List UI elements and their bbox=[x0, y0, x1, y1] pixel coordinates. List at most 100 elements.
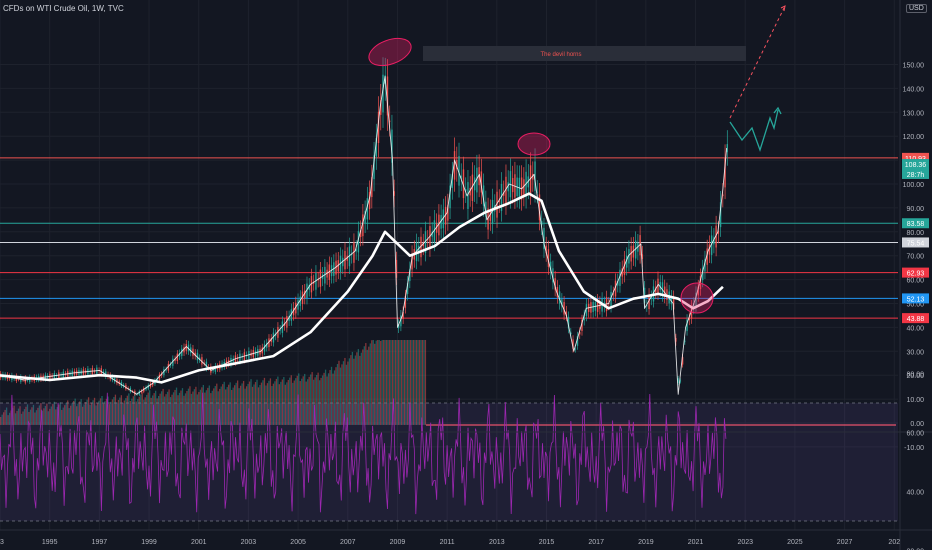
volume-bar bbox=[26, 404, 29, 425]
highlight-ellipse bbox=[368, 37, 412, 67]
candle-body bbox=[272, 332, 275, 343]
candle-body bbox=[156, 378, 158, 381]
volume-bar bbox=[195, 386, 197, 425]
candle-body bbox=[623, 259, 626, 275]
volume-bar bbox=[55, 409, 57, 425]
candle-body bbox=[395, 259, 398, 278]
volume-bar bbox=[266, 383, 269, 425]
volume-bar bbox=[211, 390, 213, 425]
volume-bar bbox=[92, 400, 94, 425]
price-label: 43.88 bbox=[907, 316, 925, 323]
candle-body bbox=[556, 286, 559, 298]
volume-bar bbox=[126, 395, 128, 425]
candle-body bbox=[661, 282, 664, 296]
candle-body bbox=[279, 329, 281, 331]
candle-body bbox=[404, 296, 407, 308]
candle-body bbox=[424, 231, 427, 253]
volume-bar bbox=[43, 408, 45, 425]
y-tick-label: 20.00 bbox=[906, 373, 924, 380]
candle-body bbox=[648, 294, 650, 310]
volume-bar bbox=[0, 417, 2, 425]
volume-bar bbox=[275, 378, 278, 425]
volume-bar bbox=[53, 401, 55, 425]
volume-bar bbox=[122, 402, 124, 425]
candle-body bbox=[449, 185, 451, 209]
candle-body bbox=[268, 338, 270, 348]
volume-bar bbox=[335, 367, 337, 425]
price-label-badge bbox=[902, 267, 929, 278]
volume-bar bbox=[73, 400, 75, 425]
volume-bar bbox=[375, 340, 377, 425]
candle-body bbox=[165, 369, 167, 371]
candle-body bbox=[706, 248, 708, 265]
volume-bar bbox=[16, 410, 18, 425]
price-label: 83.58 bbox=[907, 221, 925, 228]
projection-arrowhead bbox=[773, 106, 782, 115]
volume-bar bbox=[295, 378, 297, 425]
volume-bar bbox=[86, 399, 88, 425]
volume-bar bbox=[292, 382, 294, 425]
x-tick-label: 2027 bbox=[837, 539, 853, 546]
volume-bar bbox=[226, 387, 228, 425]
candle-body bbox=[719, 202, 722, 228]
candle-body bbox=[666, 289, 668, 300]
candle-body bbox=[411, 253, 413, 270]
annotation-box bbox=[423, 46, 746, 61]
volume-bar bbox=[368, 346, 370, 425]
y-tick-label: -10.00 bbox=[904, 445, 924, 452]
volume-bar bbox=[344, 357, 346, 425]
volume-bar bbox=[345, 364, 348, 425]
candle-body bbox=[543, 227, 545, 250]
volume-bar bbox=[17, 408, 20, 425]
volume-bar bbox=[28, 412, 30, 425]
candle-body bbox=[704, 259, 706, 272]
x-tick-label: 2019 bbox=[638, 539, 654, 546]
volume-bar bbox=[342, 361, 345, 425]
volume-bar bbox=[65, 402, 67, 425]
volume-bar bbox=[351, 351, 354, 425]
volume-bar bbox=[228, 384, 230, 425]
volume-bar bbox=[347, 361, 349, 425]
volume-bar bbox=[391, 340, 394, 425]
rsi-band bbox=[0, 403, 898, 521]
candle-body bbox=[632, 245, 635, 258]
series-line bbox=[0, 75, 728, 395]
candle-body bbox=[433, 220, 436, 243]
volume-bar bbox=[241, 383, 243, 425]
price-label: 28:7h bbox=[907, 172, 925, 179]
volume-bar bbox=[187, 388, 190, 425]
candle-body bbox=[297, 299, 299, 310]
candle-body bbox=[637, 242, 639, 252]
y-tick-label: 0.00 bbox=[910, 421, 924, 428]
volume-bar bbox=[163, 396, 166, 425]
volume-bar bbox=[32, 404, 35, 425]
candle-body bbox=[194, 352, 196, 357]
currency-badge[interactable]: USD bbox=[906, 4, 927, 13]
y-tick-label: 80.00 bbox=[906, 230, 924, 237]
candle-body bbox=[523, 179, 525, 195]
candle-body bbox=[308, 284, 310, 290]
candle-body bbox=[406, 283, 409, 295]
volume-bar bbox=[341, 364, 343, 425]
candle-body bbox=[281, 321, 284, 333]
candle-body bbox=[657, 278, 659, 294]
volume-bar bbox=[171, 394, 173, 425]
candle-body bbox=[610, 291, 612, 307]
candle-body bbox=[634, 240, 637, 259]
volume-bar bbox=[418, 340, 421, 425]
candle-body bbox=[693, 303, 695, 309]
candle-body bbox=[270, 338, 272, 342]
volume-bar bbox=[323, 372, 325, 425]
volume-bar bbox=[193, 389, 196, 425]
candle-body bbox=[697, 286, 699, 296]
volume-bar bbox=[329, 370, 331, 425]
candle-body bbox=[167, 363, 170, 371]
volume-bar bbox=[321, 375, 324, 425]
candle-body bbox=[393, 191, 395, 196]
volume-bar bbox=[420, 340, 422, 425]
volume-bar bbox=[150, 397, 152, 425]
volume-bar bbox=[286, 382, 288, 425]
candle-body bbox=[447, 204, 449, 221]
candle-body bbox=[451, 174, 454, 188]
volume-bar bbox=[389, 340, 391, 425]
